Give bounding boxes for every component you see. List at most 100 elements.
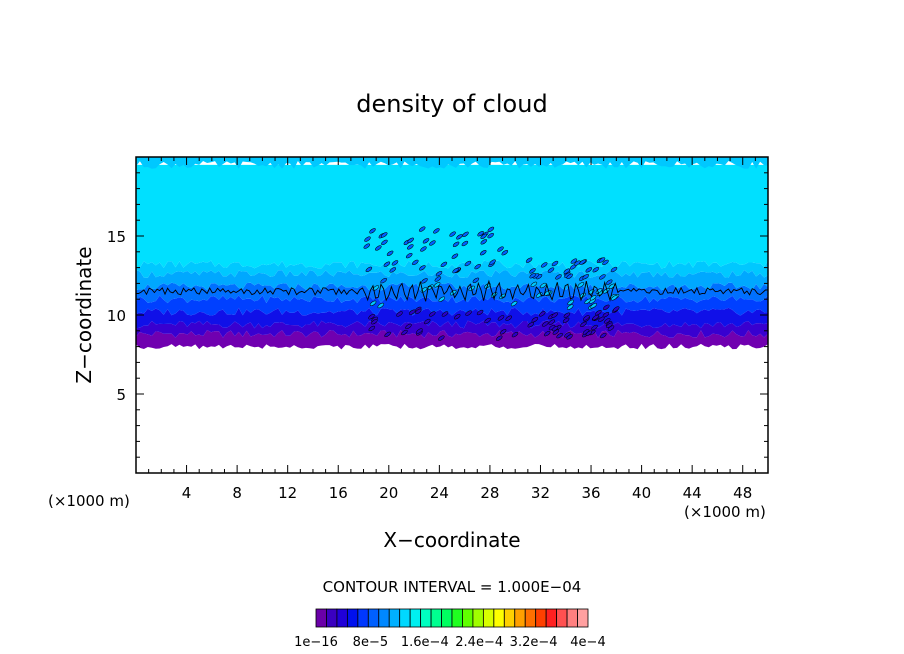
wave-blob bbox=[602, 312, 610, 318]
wave-blob bbox=[408, 309, 416, 315]
wave-blob bbox=[567, 299, 574, 306]
wave-blob bbox=[529, 273, 536, 279]
wave-blob bbox=[375, 245, 382, 251]
colorbar-label: 8e−5 bbox=[353, 635, 388, 650]
wave-blob bbox=[418, 226, 426, 232]
wave-blob bbox=[479, 250, 487, 256]
wave-blob bbox=[456, 234, 463, 240]
wave-blob bbox=[368, 314, 375, 320]
wave-blob bbox=[396, 311, 403, 317]
wave-blob bbox=[556, 332, 563, 339]
colorbar-swatch bbox=[441, 608, 453, 628]
colorbar-label: 4e−4 bbox=[570, 635, 605, 650]
wave-blob bbox=[579, 259, 586, 265]
wave-blob bbox=[416, 328, 423, 334]
colorbar-swatch bbox=[367, 608, 380, 628]
x-tick-label: 24 bbox=[430, 484, 449, 502]
wave-blob bbox=[433, 228, 440, 234]
x-tick-label: 36 bbox=[581, 484, 600, 502]
wave-blob bbox=[420, 246, 427, 252]
wave-blob bbox=[555, 274, 562, 280]
cloud-density-field bbox=[136, 157, 768, 350]
wave-blob bbox=[484, 317, 491, 324]
wave-blob bbox=[510, 300, 518, 307]
colorbar-swatch bbox=[336, 608, 348, 628]
wave-blob bbox=[405, 323, 412, 330]
colorbar-swatch bbox=[430, 608, 442, 628]
wave-blob bbox=[453, 314, 461, 320]
wave-blob bbox=[566, 273, 573, 279]
colorbar-swatch bbox=[326, 608, 338, 628]
wave-blob bbox=[570, 258, 578, 264]
wave-blob bbox=[407, 244, 414, 250]
wave-blob bbox=[372, 285, 380, 291]
wave-blob bbox=[499, 329, 507, 335]
x-tick-label: 48 bbox=[733, 484, 752, 502]
x-tick-label: 44 bbox=[683, 484, 702, 502]
wave-blob bbox=[368, 325, 376, 332]
wave-blob bbox=[592, 314, 599, 321]
colorbar-label: 2.4e−4 bbox=[455, 635, 503, 650]
wave-blob bbox=[595, 310, 602, 316]
wave-blob bbox=[433, 282, 441, 288]
wave-blob bbox=[474, 263, 481, 270]
x-tick-label: 16 bbox=[329, 484, 348, 502]
wave-blob bbox=[584, 298, 591, 304]
wave-blob bbox=[435, 271, 443, 277]
wave-blob bbox=[495, 335, 503, 341]
wave-blob bbox=[441, 311, 449, 317]
wave-blob bbox=[547, 267, 555, 273]
colorbar-swatch bbox=[493, 608, 505, 628]
wave-blob bbox=[369, 300, 377, 306]
chart-title: density of cloud bbox=[356, 90, 547, 118]
wave-blob bbox=[421, 278, 428, 284]
wave-blob bbox=[592, 267, 600, 273]
wave-blob bbox=[389, 267, 397, 273]
wave-blob bbox=[583, 315, 590, 321]
wave-blob bbox=[452, 241, 460, 247]
wave-blob bbox=[501, 250, 509, 256]
field-band bbox=[136, 260, 768, 278]
wave-blob bbox=[531, 317, 539, 323]
wave-blob bbox=[525, 257, 533, 263]
colorbar-swatch bbox=[566, 608, 578, 628]
wave-blob bbox=[563, 312, 571, 318]
colorbar-swatch bbox=[451, 608, 463, 628]
wave-blob bbox=[612, 306, 620, 312]
wave-blob bbox=[497, 315, 505, 321]
wave-blob bbox=[422, 238, 430, 244]
wave-blob bbox=[577, 282, 585, 288]
wave-blob bbox=[377, 302, 385, 309]
wave-blob bbox=[527, 322, 535, 328]
wave-blob bbox=[552, 329, 560, 335]
wave-blob bbox=[412, 259, 419, 266]
wave-blob bbox=[611, 295, 618, 301]
x-tick-label: 8 bbox=[232, 484, 242, 502]
wave-blob bbox=[538, 311, 546, 317]
field-band bbox=[136, 164, 768, 269]
contour-interval-label: CONTOUR INTERVAL = 1.000E−04 bbox=[323, 578, 582, 596]
wave-blob bbox=[381, 239, 388, 246]
wave-blob bbox=[487, 232, 494, 239]
wave-blob bbox=[505, 315, 512, 321]
wave-blob bbox=[452, 267, 459, 274]
colorbar-swatch bbox=[462, 608, 474, 628]
wave-blob bbox=[591, 324, 598, 331]
wave-blob bbox=[438, 296, 446, 302]
colorbar-swatch bbox=[399, 608, 411, 628]
wave-blob bbox=[465, 310, 472, 316]
wave-blob bbox=[386, 250, 394, 256]
wave-blob bbox=[566, 304, 574, 310]
wave-blob bbox=[472, 277, 480, 283]
wave-blob bbox=[563, 268, 571, 274]
wave-blob bbox=[542, 321, 549, 327]
wave-blob bbox=[405, 252, 413, 259]
wave-blob bbox=[598, 257, 606, 263]
wave-blob bbox=[380, 232, 388, 238]
wave-blob bbox=[487, 226, 495, 233]
wave-blob bbox=[610, 266, 618, 273]
x-tick-label: 32 bbox=[531, 484, 550, 502]
x-tick-label: 12 bbox=[278, 484, 297, 502]
wave-blob bbox=[451, 253, 459, 259]
